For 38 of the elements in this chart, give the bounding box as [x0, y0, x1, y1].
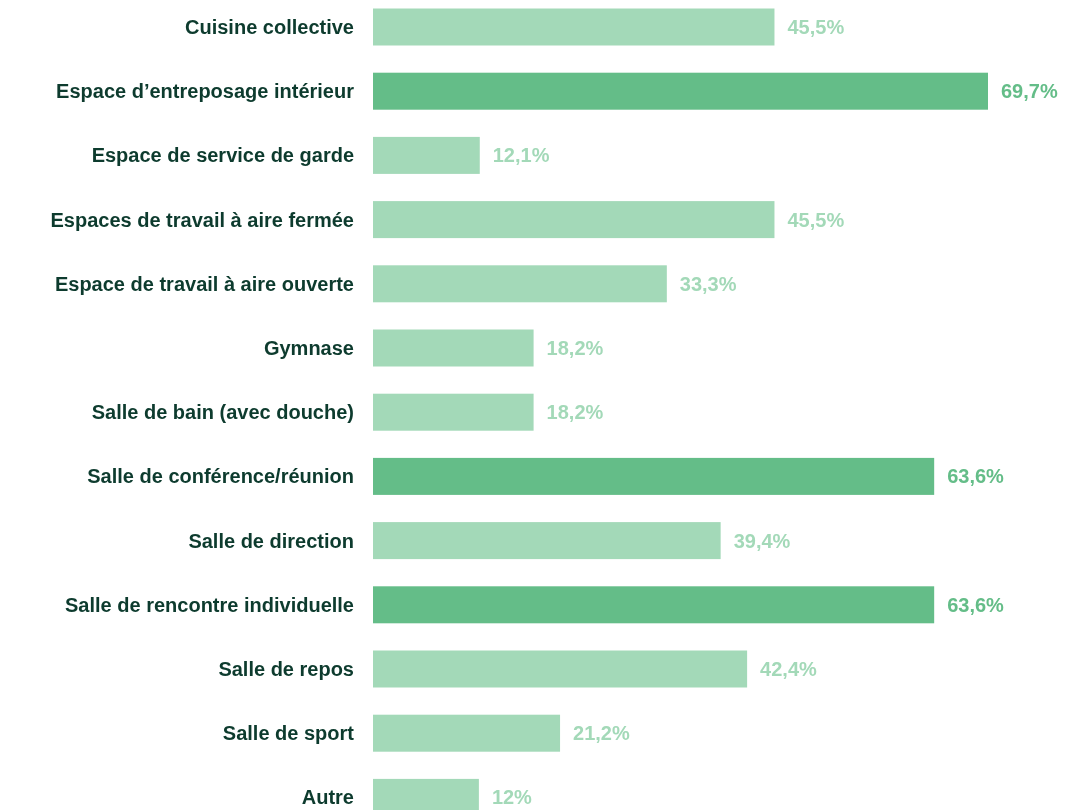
bar [373, 329, 534, 367]
data-label: 33,3% [679, 272, 737, 295]
data-label: 45,5% [787, 208, 845, 231]
bar [373, 586, 935, 624]
bar [373, 393, 534, 431]
data-label: 18,2% [546, 401, 604, 424]
y-tick-label: Gymnase [263, 337, 354, 359]
data-label: 39,4% [733, 529, 791, 552]
data-label: 69,7% [1001, 80, 1058, 103]
y-tick-label: Espace d’entreposage intérieur [56, 80, 355, 103]
bar [373, 201, 775, 239]
y-tick-label: Espaces de travail à aire fermée [50, 208, 354, 231]
y-tick-label: Salle de repos [218, 658, 354, 680]
y-tick-label: Salle de direction [188, 529, 354, 552]
data-label: 45,5% [787, 16, 845, 38]
data-label: 21,2% [573, 722, 630, 745]
y-tick-label: Salle de rencontre individuelle [65, 593, 354, 616]
y-tick-label: Salle de sport [222, 722, 355, 745]
data-label: 63,6% [947, 593, 1005, 616]
y-tick-label: Salle de conférence/réunion [87, 465, 354, 488]
data-label: 63,6% [947, 465, 1005, 488]
data-label: 12,1% [492, 144, 550, 167]
data-label: 12% [491, 786, 533, 809]
y-tick-label: Autre [301, 786, 354, 809]
data-label: 42,4% [760, 658, 818, 680]
bar [373, 265, 667, 303]
y-tick-label: Cuisine collective [185, 16, 354, 38]
y-tick-label: Espace de service de garde [91, 144, 354, 167]
bar [373, 650, 748, 688]
bar [373, 714, 561, 752]
bar [373, 522, 721, 560]
bar [373, 457, 935, 495]
bar [373, 8, 775, 46]
bar [373, 72, 988, 110]
y-tick-label: Espace de travail à aire ouverte [54, 272, 354, 295]
data-label: 18,2% [546, 337, 604, 359]
bar [373, 136, 480, 174]
y-tick-label: Salle de bain (avec douche) [91, 401, 354, 424]
